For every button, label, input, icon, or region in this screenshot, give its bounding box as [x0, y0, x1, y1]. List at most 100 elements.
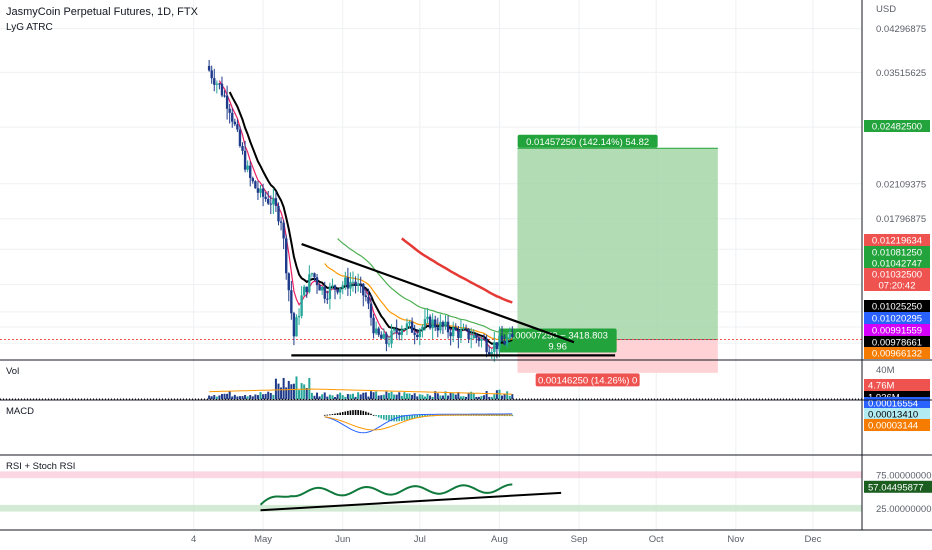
volume-bar [292, 383, 295, 399]
macd-histogram-bar [370, 413, 372, 415]
candle-body [385, 333, 388, 344]
candle-body [359, 283, 362, 285]
volume-bar [354, 396, 357, 399]
price-tick-label: 0.03515625 [876, 68, 926, 79]
candle-body [290, 290, 293, 314]
macd-histogram-bar [354, 409, 357, 415]
price-tag-bg [864, 120, 930, 132]
candle-body [331, 285, 334, 287]
ema-green [337, 238, 513, 335]
volume-bar [341, 395, 344, 399]
candle-body [231, 112, 234, 122]
oversold-band [0, 504, 862, 512]
volume-bar [411, 394, 414, 399]
volume-bar [352, 393, 355, 399]
volume-bar [439, 395, 442, 399]
grid-lines [0, 0, 862, 530]
candle-body [241, 146, 244, 151]
volume-bar [220, 394, 223, 399]
candle-body [439, 321, 442, 331]
volume-bar [454, 394, 457, 399]
volume-bar [282, 377, 285, 399]
stop-label[interactable]: 0.00146250 (14.26%) 0 [535, 373, 640, 387]
time-tick-label: Oct [649, 534, 664, 545]
candle-body [452, 327, 455, 337]
candle-body [464, 328, 468, 330]
price-tag: 0.01042747 [872, 259, 922, 270]
candle-body [426, 316, 429, 320]
drawn-trendlines[interactable] [291, 242, 616, 357]
volume-bar [336, 394, 339, 399]
macd-histogram-bar [326, 414, 329, 416]
volume-bar [208, 395, 211, 399]
candle-body [469, 338, 473, 340]
macd-histogram-bar [398, 415, 401, 422]
candle-body [320, 286, 324, 291]
candle-body [305, 286, 308, 292]
volume-bar [215, 396, 218, 399]
volume-bar [262, 394, 265, 399]
volume-bar [316, 392, 319, 399]
price-tag: 0.01020295 [872, 314, 922, 325]
candle-body [279, 221, 283, 223]
candle-body [405, 323, 409, 329]
volume-bar [323, 392, 326, 399]
price-tag-bg [864, 234, 930, 246]
volume-bar [362, 392, 365, 399]
volume-bar [477, 396, 480, 399]
volume-bar [295, 376, 298, 399]
volume-bar [267, 391, 270, 399]
rsi-tag-bg [864, 480, 932, 493]
volume-bar [390, 391, 393, 399]
candle-body [207, 65, 211, 71]
macd-histogram-bar [372, 414, 375, 416]
macd-histogram-bar [334, 413, 336, 415]
rsi-pane[interactable]: RSI + Stoch RSI 75.00000000 25.00000000 57.… [0, 461, 932, 515]
candle-body [372, 317, 375, 334]
price-tag-bg [864, 347, 930, 359]
volume-bar [400, 395, 403, 399]
macd-histogram-bar [508, 415, 511, 417]
candle-body [392, 328, 396, 331]
candle-body [475, 334, 478, 338]
volume-bar [300, 383, 303, 399]
candle-body [367, 297, 370, 304]
volume-bar [272, 394, 275, 399]
candle-body [261, 188, 265, 197]
volume-bar [241, 396, 244, 399]
candle-body [228, 108, 231, 113]
macd-histogram-bar [498, 415, 501, 417]
volume-bar [493, 394, 496, 399]
price-tick-label: 0.01796875 [876, 214, 926, 225]
candle-body [215, 83, 219, 85]
volume-bar [334, 396, 337, 399]
candle-body [213, 78, 216, 85]
volume-bar [387, 392, 390, 399]
volume-bar [277, 383, 280, 399]
target-label[interactable]: 0.01457250 (142.14%) 54.82 [517, 134, 658, 148]
macd-histogram-bar [377, 415, 380, 418]
candle-body [356, 283, 360, 286]
macd-histogram-bar [401, 415, 403, 421]
candle-body [403, 328, 406, 330]
candle-body [344, 277, 347, 286]
candle-body [225, 95, 229, 109]
candle-body [462, 328, 465, 330]
position-zones[interactable]: 0.01457250 (142.14%) 54.82 0.00007250 − 3… [0, 134, 862, 387]
macd-histogram-bar [347, 410, 349, 415]
candle-body [421, 326, 424, 331]
volume-bar [418, 394, 421, 399]
price-tags: 0.02482500 0.012196340.010812500.01042747… [864, 120, 930, 360]
volume-bar [269, 392, 272, 399]
candle-body [223, 95, 226, 97]
candle-body [395, 328, 398, 333]
volume-ma-line [209, 388, 513, 395]
stop-label-text: 0.00146250 (14.26%) 0 [538, 375, 637, 386]
macd-histogram-bar [421, 415, 424, 418]
volume-bar [434, 391, 437, 399]
candle-body [292, 313, 296, 337]
candle-body [398, 332, 401, 335]
